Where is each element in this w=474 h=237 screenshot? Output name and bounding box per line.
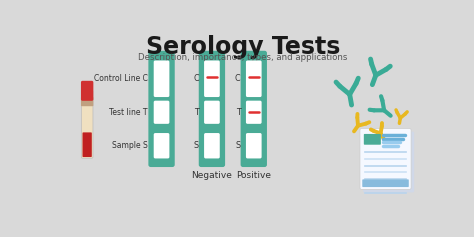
FancyBboxPatch shape <box>362 179 409 187</box>
FancyBboxPatch shape <box>81 97 93 106</box>
Text: Serology Tests: Serology Tests <box>146 35 340 59</box>
Text: T: T <box>194 108 199 117</box>
FancyBboxPatch shape <box>360 128 411 189</box>
FancyBboxPatch shape <box>148 51 175 167</box>
Text: Description, importance, types, and applications: Description, importance, types, and appl… <box>138 53 347 62</box>
FancyBboxPatch shape <box>154 101 169 124</box>
FancyBboxPatch shape <box>154 60 169 97</box>
FancyBboxPatch shape <box>241 51 267 167</box>
Text: Test line T: Test line T <box>109 108 147 117</box>
Text: S: S <box>236 141 241 150</box>
Text: S: S <box>193 141 199 150</box>
Text: C: C <box>193 74 199 83</box>
FancyBboxPatch shape <box>246 133 262 159</box>
FancyBboxPatch shape <box>154 133 169 159</box>
Text: T: T <box>236 108 241 117</box>
Text: Negative: Negative <box>191 171 232 180</box>
FancyBboxPatch shape <box>364 134 381 145</box>
FancyBboxPatch shape <box>82 132 92 157</box>
Text: Sample S: Sample S <box>112 141 147 150</box>
FancyBboxPatch shape <box>199 51 225 167</box>
Text: Positive: Positive <box>236 171 271 180</box>
Text: C: C <box>235 74 241 83</box>
FancyBboxPatch shape <box>204 133 220 159</box>
FancyBboxPatch shape <box>81 81 93 101</box>
FancyBboxPatch shape <box>204 60 220 97</box>
FancyBboxPatch shape <box>246 60 262 97</box>
Text: Control Line C: Control Line C <box>94 74 147 83</box>
FancyBboxPatch shape <box>204 101 220 124</box>
FancyBboxPatch shape <box>82 91 93 158</box>
FancyBboxPatch shape <box>363 132 414 192</box>
FancyBboxPatch shape <box>246 101 262 124</box>
